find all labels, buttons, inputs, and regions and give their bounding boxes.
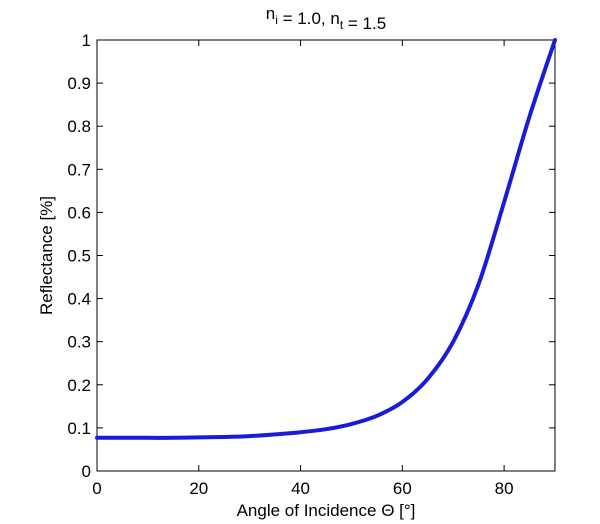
y-tick-label: 0.4 xyxy=(67,290,91,309)
x-tick-label: 60 xyxy=(393,479,412,498)
x-tick-label: 20 xyxy=(189,479,208,498)
x-tick-label: 0 xyxy=(92,479,101,498)
title-part: n xyxy=(266,4,275,23)
chart-title-text: ni = 1.0, nt = 1.5 xyxy=(266,4,386,33)
title-part: = 1.5 xyxy=(343,14,386,33)
title-subscript: t xyxy=(340,18,344,32)
y-tick-label: 0.7 xyxy=(67,160,91,179)
chart-title: ni = 1.0, nt = 1.5 xyxy=(266,4,386,33)
y-tick-label: 0 xyxy=(82,462,91,481)
x-axis-ticks: 0 20 40 60 80 xyxy=(92,40,514,498)
y-tick-label: 0.5 xyxy=(67,247,91,266)
y-axis-label: Reflectance [%] xyxy=(37,196,56,315)
y-tick-label: 0.6 xyxy=(67,203,91,222)
y-tick-label: 0.3 xyxy=(67,333,91,352)
y-axis-ticks: 0 0.1 0.2 0.3 0.4 0.5 0.6 0.7 0.8 0.9 1 xyxy=(67,31,555,481)
x-axis-label: Angle of Incidence Θ [°] xyxy=(237,501,416,520)
y-tick-label: 0.2 xyxy=(67,376,91,395)
y-tick-label: 0.1 xyxy=(67,419,91,438)
x-tick-label: 80 xyxy=(495,479,514,498)
y-tick-label: 0.8 xyxy=(67,117,91,136)
title-part: = 1.0, xyxy=(278,9,330,28)
title-part: n xyxy=(330,9,339,28)
y-tick-label: 1 xyxy=(82,31,91,50)
title-subscript: i xyxy=(275,13,278,27)
plot-area: 0 20 40 60 80 0 0.1 0.2 0.3 0.4 0.5 0.6 0.7 0.8 0.9 1 xyxy=(67,31,557,498)
y-tick-label: 0.9 xyxy=(67,74,91,93)
x-tick-label: 40 xyxy=(291,479,310,498)
series-layer xyxy=(95,38,557,440)
reflectance-curve xyxy=(95,38,557,440)
